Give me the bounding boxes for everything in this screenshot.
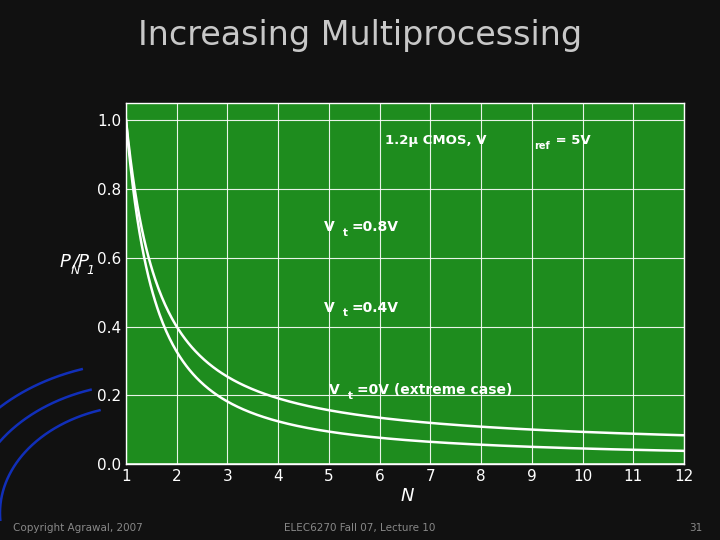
Text: /P: /P [72, 253, 89, 271]
Text: ref: ref [534, 141, 550, 151]
Text: t: t [343, 227, 348, 238]
Text: V: V [324, 301, 335, 315]
Text: Increasing Multiprocessing: Increasing Multiprocessing [138, 18, 582, 52]
Text: =0.4V: =0.4V [352, 301, 399, 315]
Text: t: t [343, 308, 348, 319]
Text: ELEC6270 Fall 07, Lecture 10: ELEC6270 Fall 07, Lecture 10 [284, 523, 436, 533]
Text: =0V (extreme case): =0V (extreme case) [357, 383, 512, 397]
Text: N: N [400, 487, 413, 505]
Text: 1.2μ CMOS, V: 1.2μ CMOS, V [384, 134, 486, 147]
Text: =0.8V: =0.8V [352, 220, 399, 234]
Text: V: V [324, 220, 335, 234]
Text: 31: 31 [689, 523, 702, 533]
Text: P: P [59, 253, 71, 271]
Text: N: N [70, 264, 80, 276]
Text: = 5V: = 5V [551, 134, 590, 147]
Text: 1: 1 [86, 264, 95, 276]
Text: t: t [348, 391, 354, 401]
Text: V: V [329, 383, 340, 397]
Text: Copyright Agrawal, 2007: Copyright Agrawal, 2007 [13, 523, 143, 533]
